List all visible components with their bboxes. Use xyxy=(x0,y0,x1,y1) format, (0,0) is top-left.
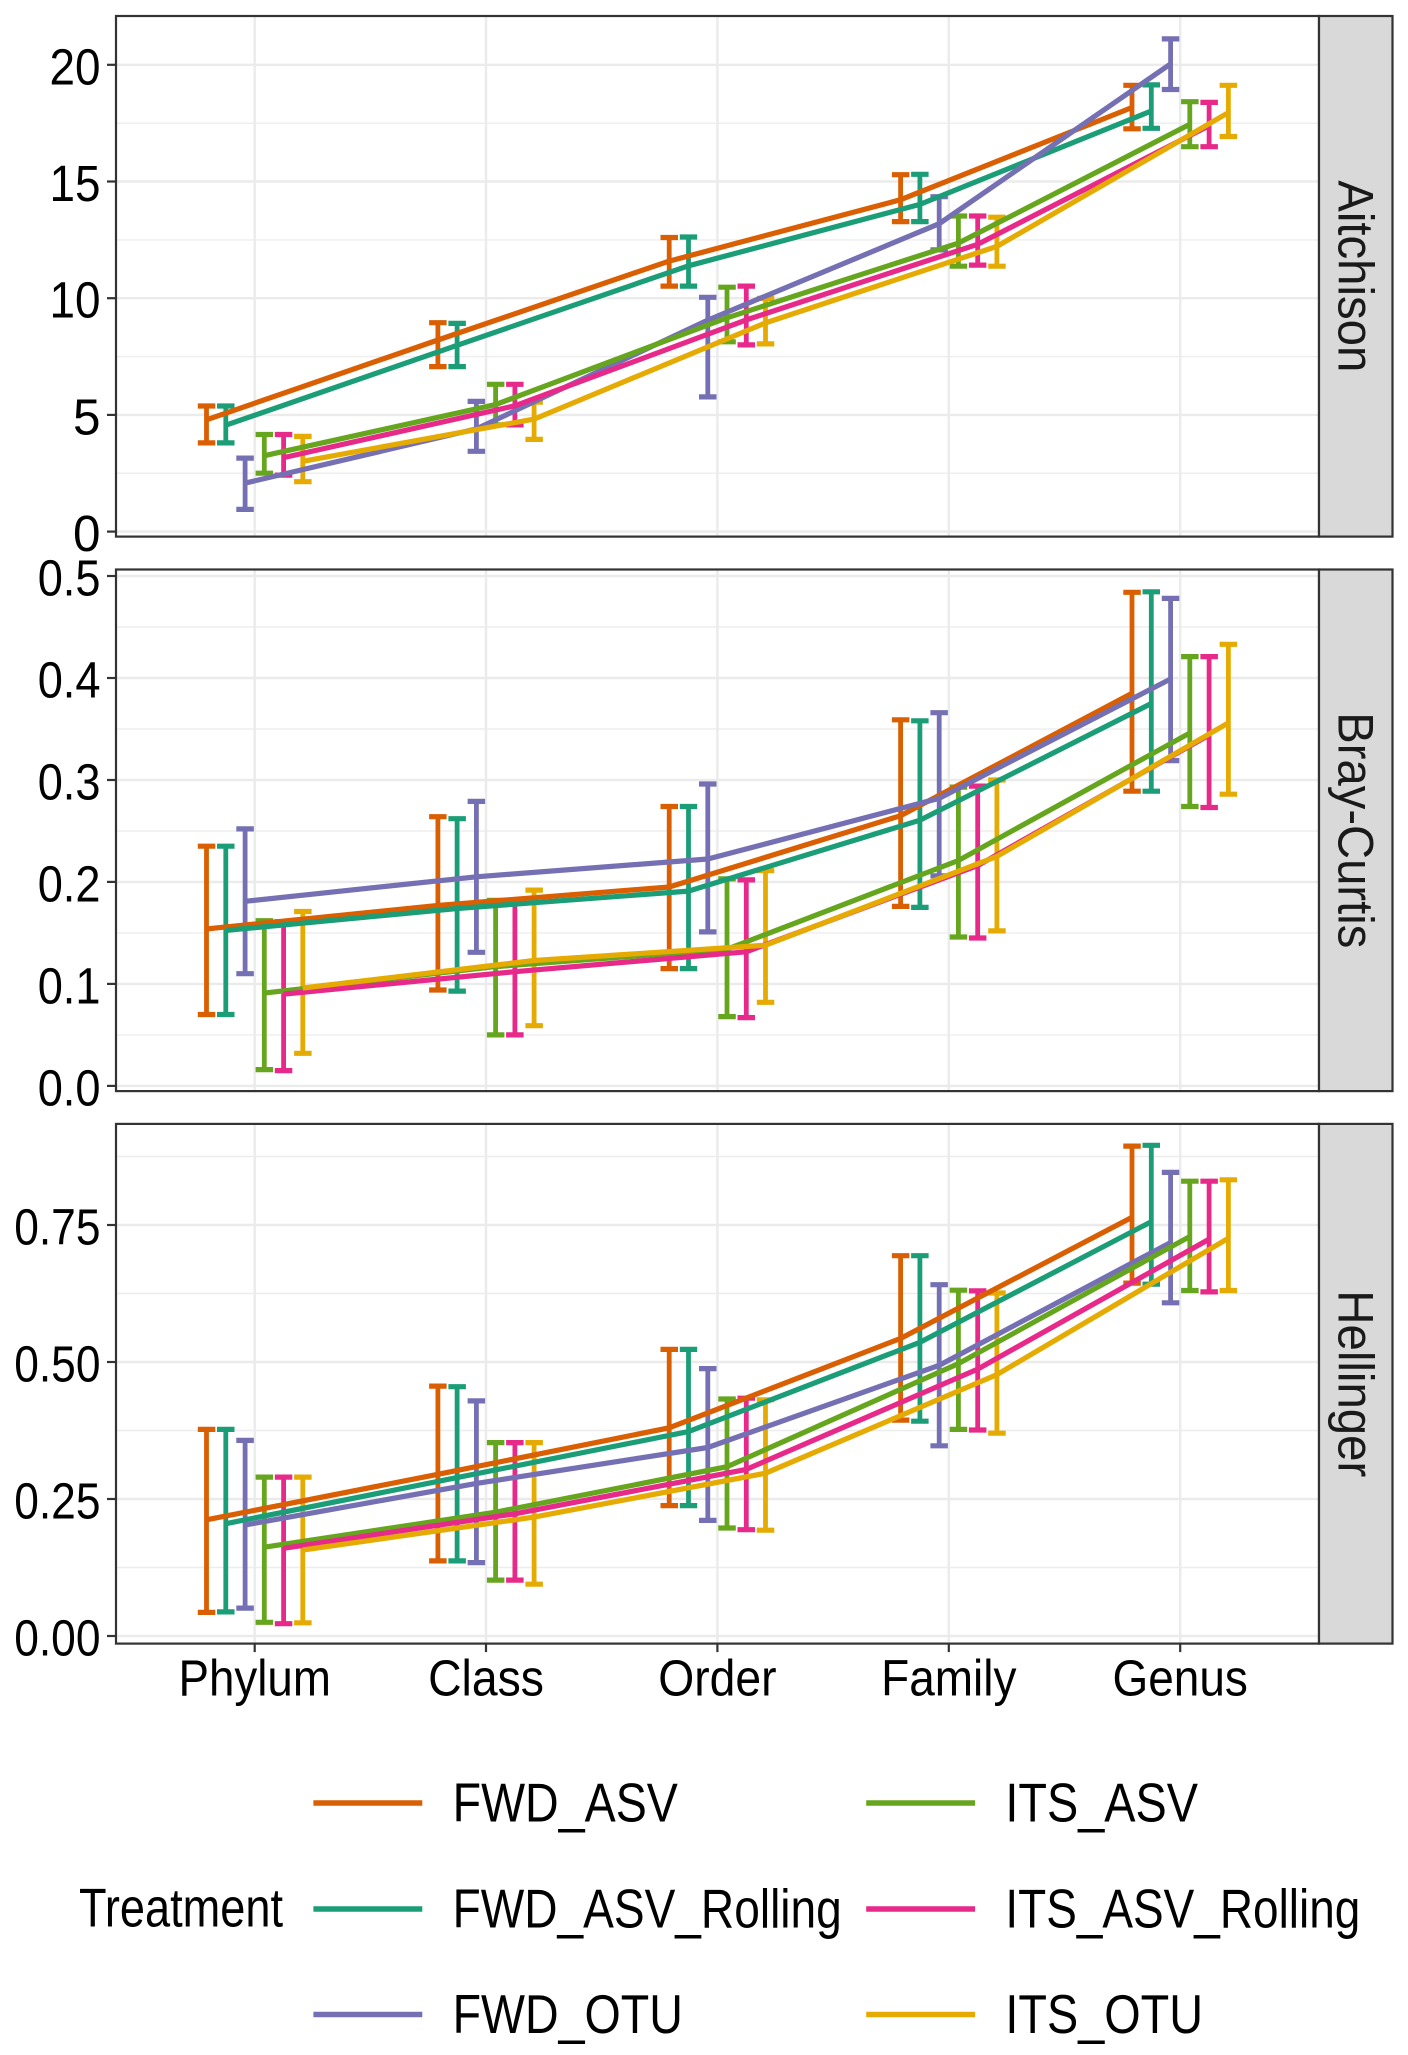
svg-text:0.0: 0.0 xyxy=(38,1059,101,1116)
svg-text:0.75: 0.75 xyxy=(14,1199,100,1256)
svg-text:Order: Order xyxy=(658,1650,776,1707)
svg-text:ITS_OTU: ITS_OTU xyxy=(1005,1984,1203,2045)
svg-text:0.50: 0.50 xyxy=(14,1336,100,1393)
svg-text:5: 5 xyxy=(73,388,101,445)
svg-text:Class: Class xyxy=(428,1650,544,1707)
svg-text:0.00: 0.00 xyxy=(14,1610,100,1667)
svg-text:FWD_ASV: FWD_ASV xyxy=(453,1773,679,1834)
svg-text:0.1: 0.1 xyxy=(38,957,101,1014)
svg-text:Aitchison: Aitchison xyxy=(1327,180,1384,372)
svg-text:Treatment: Treatment xyxy=(79,1878,283,1939)
svg-text:FWD_OTU: FWD_OTU xyxy=(453,1984,683,2045)
svg-text:10: 10 xyxy=(50,272,101,329)
svg-text:Bray-Curtis: Bray-Curtis xyxy=(1327,712,1384,948)
svg-text:Genus: Genus xyxy=(1113,1650,1248,1707)
svg-text:ITS_ASV: ITS_ASV xyxy=(1005,1773,1198,1834)
svg-text:0: 0 xyxy=(73,505,101,562)
svg-text:Phylum: Phylum xyxy=(179,1650,331,1707)
svg-text:ITS_ASV_Rolling: ITS_ASV_Rolling xyxy=(1005,1879,1360,1940)
svg-text:0.4: 0.4 xyxy=(38,652,101,709)
svg-text:15: 15 xyxy=(50,155,101,212)
svg-text:0.2: 0.2 xyxy=(38,855,101,912)
svg-text:0.25: 0.25 xyxy=(14,1473,100,1530)
svg-text:Hellinger: Hellinger xyxy=(1327,1290,1384,1477)
svg-text:Family: Family xyxy=(881,1650,1017,1707)
svg-text:FWD_ASV_Rolling: FWD_ASV_Rolling xyxy=(453,1879,842,1940)
svg-text:0.5: 0.5 xyxy=(38,550,101,607)
svg-text:20: 20 xyxy=(50,38,101,95)
svg-text:0.3: 0.3 xyxy=(38,754,101,811)
